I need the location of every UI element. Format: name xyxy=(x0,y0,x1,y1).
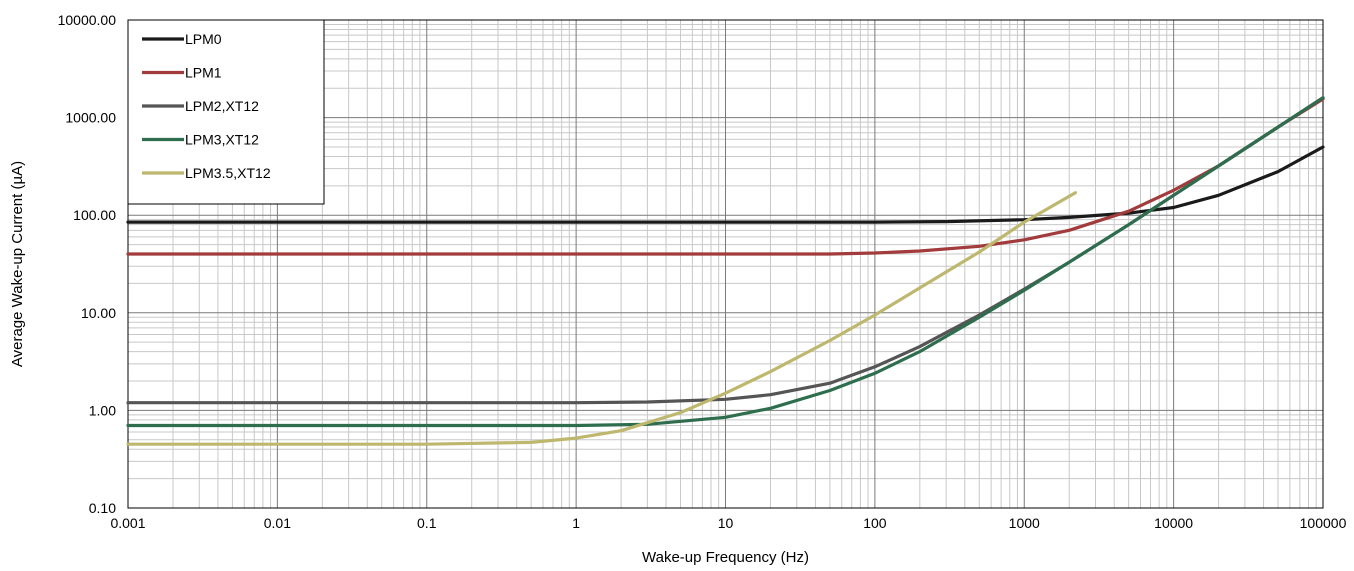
x-tick-label: 100 xyxy=(863,515,887,531)
legend-label: LPM1 xyxy=(185,65,222,81)
legend: LPM0 LPM1 LPM2,XT12 LPM3,XT12 LPM3.5,XT12 xyxy=(127,19,325,205)
y-tick-label: 0.10 xyxy=(89,500,116,516)
x-tick-label: 1000 xyxy=(1009,515,1040,531)
x-tick-label: 10000 xyxy=(1154,515,1193,531)
plot-area-border xyxy=(127,19,1324,509)
x-tick-label: 1 xyxy=(572,515,580,531)
x-tick-label: 10 xyxy=(718,515,734,531)
x-tick-label: 100000 xyxy=(1300,515,1347,531)
series-line-lpm3-xt12 xyxy=(126,96,1325,428)
x-axis-title: Wake-up Frequency (Hz) xyxy=(642,549,809,566)
y-tick-label: 10.00 xyxy=(81,305,116,321)
y-tick-label: 100.00 xyxy=(73,207,116,223)
y-axis-ticks: 0.10 1.00 10.00 100.00 1000.00 10000.00 xyxy=(58,12,117,516)
legend-label: LPM3,XT12 xyxy=(185,132,259,148)
series-layer xyxy=(126,96,1325,446)
series-line-lpm0 xyxy=(126,145,1325,224)
x-axis-ticks: 0.001 0.01 0.1 1 10 100 1000 10000 100000 xyxy=(110,515,1346,531)
x-tick-label: 0.001 xyxy=(110,515,145,531)
legend-label: LPM2,XT12 xyxy=(185,98,259,114)
legend-label: LPM0 xyxy=(185,31,222,47)
y-axis-title: Average Wake-up Current (µA) xyxy=(9,161,26,367)
series-line-lpm1 xyxy=(126,97,1325,256)
legend-label: LPM3.5,XT12 xyxy=(185,165,271,181)
y-tick-label: 1.00 xyxy=(89,402,116,418)
x-tick-label: 0.1 xyxy=(417,515,437,531)
x-tick-label: 0.01 xyxy=(264,515,291,531)
y-tick-label: 10000.00 xyxy=(58,12,117,28)
series-line-lpm3-5-xt12 xyxy=(126,191,1078,446)
y-tick-label: 1000.00 xyxy=(65,110,116,126)
